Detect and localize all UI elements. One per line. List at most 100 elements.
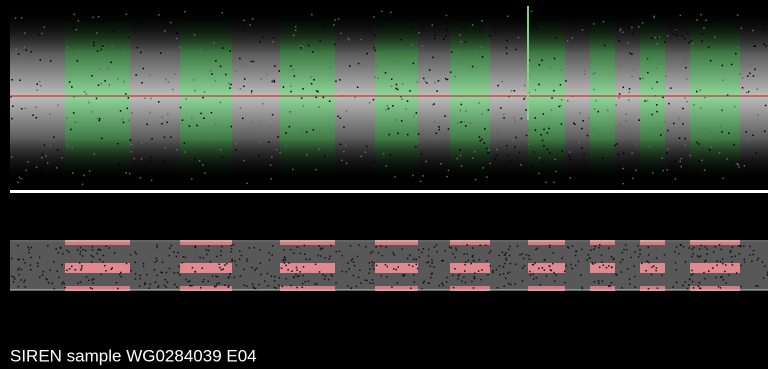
noise-dot	[158, 101, 160, 103]
noise-dot	[508, 254, 511, 257]
noise-dot	[130, 270, 132, 272]
noise-dot	[684, 261, 687, 263]
noise-dot	[377, 77, 379, 79]
noise-dot	[218, 282, 220, 284]
noise-dot	[90, 254, 93, 257]
noise-dot	[622, 167, 624, 170]
noise-dot	[633, 275, 636, 278]
noise-dot	[423, 280, 425, 283]
noise-dot	[581, 248, 583, 251]
noise-dot	[468, 175, 471, 177]
noise-dot	[47, 244, 49, 247]
noise-dot	[270, 178, 272, 180]
noise-dot	[29, 264, 32, 266]
noise-dot	[639, 248, 641, 251]
noise-dot	[350, 287, 353, 289]
noise-dot	[335, 251, 337, 253]
noise-dot	[273, 37, 275, 39]
noise-dot	[313, 79, 315, 81]
noise-dot	[258, 154, 260, 157]
noise-dot	[528, 59, 531, 62]
noise-dot	[167, 51, 169, 54]
noise-dot	[253, 247, 255, 249]
noise-dot	[186, 168, 189, 171]
noise-dot	[154, 261, 156, 263]
noise-dot	[249, 24, 251, 26]
noise-dot	[49, 60, 52, 62]
noise-dot	[38, 80, 41, 83]
noise-dot	[289, 111, 292, 113]
noise-dot	[586, 134, 589, 137]
noise-dot	[457, 122, 459, 124]
noise-dot	[535, 248, 537, 251]
noise-dot	[110, 268, 113, 270]
noise-dot	[705, 259, 707, 261]
noise-dot	[562, 182, 564, 184]
noise-dot	[241, 64, 243, 67]
noise-dot	[60, 14, 63, 16]
noise-dot	[612, 258, 615, 260]
noise-dot	[328, 100, 331, 102]
noise-dot	[58, 276, 60, 279]
noise-dot	[552, 252, 555, 254]
noise-dot	[725, 264, 727, 266]
noise-dot	[683, 61, 686, 63]
noise-dot	[479, 31, 481, 33]
noise-dot	[283, 262, 286, 264]
noise-dot	[616, 143, 618, 145]
noise-dot	[675, 246, 678, 248]
noise-dot	[632, 177, 634, 180]
noise-dot	[653, 16, 655, 18]
noise-dot	[421, 129, 423, 132]
noise-dot	[375, 64, 378, 67]
noise-dot	[250, 92, 253, 94]
noise-dot	[471, 256, 474, 258]
noise-dot	[98, 248, 100, 250]
noise-dot	[558, 105, 560, 108]
noise-dot	[156, 274, 159, 277]
noise-dot	[380, 274, 383, 277]
noise-dot	[327, 12, 329, 14]
noise-dot	[675, 30, 677, 32]
noise-dot	[647, 71, 649, 74]
noise-dot	[330, 127, 332, 130]
noise-dot	[538, 267, 540, 270]
noise-dot	[656, 81, 658, 83]
noise-dot	[641, 164, 643, 166]
noise-dot	[74, 121, 76, 124]
noise-dot	[296, 269, 298, 271]
noise-dot	[97, 249, 99, 251]
noise-dot	[627, 26, 630, 29]
noise-dot	[666, 35, 669, 37]
noise-dot	[315, 168, 317, 171]
noise-dot	[92, 282, 95, 284]
noise-dot	[140, 158, 143, 160]
noise-dot	[619, 123, 621, 125]
noise-dot	[478, 102, 480, 104]
noise-dot	[360, 155, 362, 158]
noise-dot	[136, 22, 139, 24]
noise-dot	[216, 255, 218, 258]
noise-dot	[492, 271, 494, 274]
noise-dot	[660, 134, 662, 136]
noise-dot	[195, 50, 198, 52]
noise-dot	[419, 180, 422, 182]
noise-dot	[38, 33, 40, 36]
noise-dot	[509, 262, 512, 265]
noise-dot	[437, 80, 440, 82]
noise-dot	[411, 44, 413, 46]
noise-dot	[418, 32, 420, 34]
noise-dot	[450, 247, 452, 249]
noise-dot	[45, 278, 47, 280]
noise-dot	[422, 248, 425, 250]
noise-dot	[568, 155, 570, 157]
noise-dot	[41, 153, 43, 155]
noise-dot	[393, 268, 395, 270]
noise-dot	[321, 247, 324, 250]
noise-dot	[582, 56, 584, 59]
noise-dot	[215, 275, 217, 278]
noise-dot	[729, 177, 731, 179]
noise-dot	[545, 181, 547, 184]
noise-dot	[366, 52, 368, 55]
noise-dot	[647, 246, 649, 249]
